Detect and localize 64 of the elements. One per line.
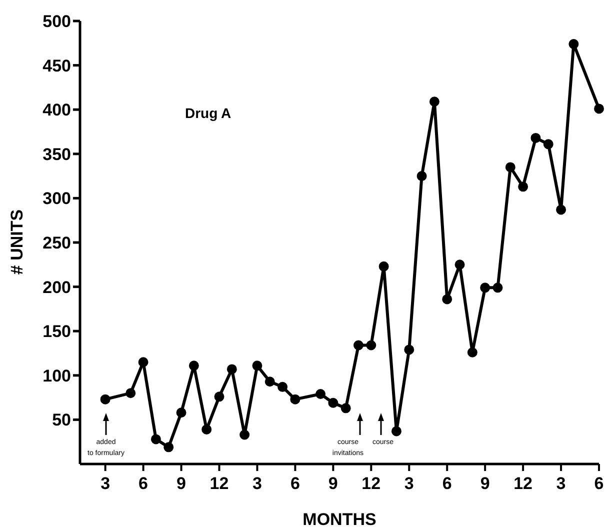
- point: [518, 182, 528, 192]
- point: [252, 360, 262, 371]
- point: [530, 132, 541, 143]
- point: [594, 104, 604, 114]
- point: [505, 162, 516, 172]
- point: [240, 430, 250, 440]
- x-tick-label: 9: [328, 474, 338, 493]
- point: [316, 389, 326, 400]
- point: [442, 294, 452, 304]
- x-tick-label: 12: [210, 474, 229, 493]
- y-tick-label: 300: [42, 189, 71, 208]
- y-axis-title: # UNITS: [8, 209, 26, 275]
- point: [126, 388, 136, 398]
- point: [543, 139, 554, 150]
- point: [164, 442, 174, 452]
- y-tick-label: 250: [42, 234, 71, 253]
- x-tick-label: 3: [556, 474, 566, 493]
- point: [492, 282, 503, 293]
- point: [278, 382, 288, 392]
- point: [176, 408, 186, 418]
- y-tick-label: 350: [42, 144, 71, 164]
- point: [467, 347, 478, 358]
- y-tick-label: 150: [42, 322, 71, 342]
- x-tick-label: 12: [362, 474, 381, 493]
- x-tick-label: 9: [176, 474, 186, 493]
- y-tick-label: 200: [42, 278, 71, 297]
- point: [568, 39, 579, 50]
- point: [138, 357, 148, 368]
- point: [556, 204, 566, 215]
- x-tick-label: 9: [480, 474, 490, 493]
- point: [264, 376, 275, 387]
- point: [214, 392, 224, 402]
- text: Drug A: [185, 105, 232, 121]
- point: [480, 282, 490, 293]
- point: [226, 364, 237, 374]
- x-tick-label: 3: [252, 474, 262, 493]
- point: [328, 398, 338, 408]
- x-axis-title: MONTHS: [302, 510, 376, 527]
- point: [353, 340, 364, 350]
- point: [378, 261, 389, 272]
- point: [290, 394, 300, 404]
- y-tick-label: 50: [52, 410, 71, 430]
- point: [366, 340, 376, 350]
- point: [150, 434, 161, 444]
- x-tick-label: 3: [100, 474, 110, 493]
- y-tick-label: 400: [42, 100, 71, 120]
- point: [188, 360, 199, 371]
- y-tick-label: 100: [42, 366, 71, 386]
- y-tick-label: 500: [42, 12, 71, 32]
- point: [391, 426, 402, 436]
- x-tick-label: 12: [514, 474, 533, 493]
- y-tick-label: 450: [42, 56, 71, 76]
- point: [100, 394, 110, 404]
- point: [202, 424, 212, 434]
- x-tick-label: 6: [138, 474, 148, 493]
- point: [404, 344, 414, 355]
- point: [454, 260, 465, 270]
- x-tick-label: 6: [442, 474, 452, 493]
- point: [416, 171, 427, 182]
- x-tick-label: 6: [594, 474, 604, 493]
- x-tick-label: 3: [404, 474, 414, 493]
- point: [429, 96, 440, 107]
- point: [340, 403, 351, 414]
- x-tick-label: 6: [290, 474, 300, 493]
